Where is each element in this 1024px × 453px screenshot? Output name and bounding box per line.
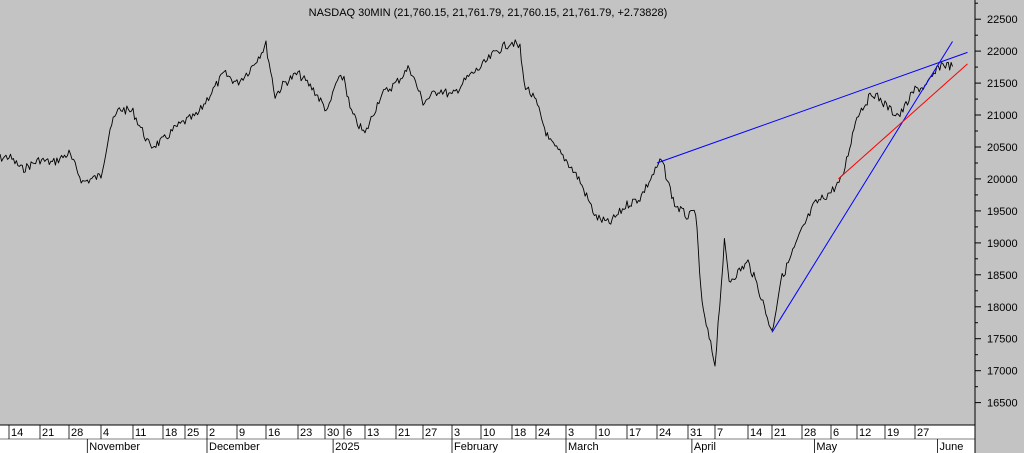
y-tick-label: 22500 [987, 14, 1018, 26]
x-day-tick-label: 10 [483, 427, 495, 439]
y-tick-label: 22000 [987, 46, 1018, 58]
x-period-tick-label: November [89, 441, 140, 453]
x-period-tick-label: March [568, 441, 599, 453]
x-day-tick-label: 16 [268, 427, 280, 439]
x-day-tick-label: 3 [568, 427, 574, 439]
x-day-tick-label: 21 [774, 427, 786, 439]
x-day-tick-label: 21 [398, 427, 410, 439]
y-tick-label: 17000 [987, 366, 1018, 378]
y-tick-label: 19500 [987, 206, 1018, 218]
x-day-tick-label: 27 [425, 427, 437, 439]
y-tick-label: 20500 [987, 142, 1018, 154]
x-day-tick-label: 19 [887, 427, 899, 439]
x-day-tick-label: 2 [209, 427, 215, 439]
x-day-tick-label: 10 [598, 427, 610, 439]
x-day-tick-label: 28 [71, 427, 83, 439]
x-period-tick-label: 2025 [335, 441, 359, 453]
y-axis: 16500 17000 17500 18000 18500 19000 19500 20000… [974, 0, 1018, 425]
chart-title: NASDAQ 30MIN (21,760.15, 21,761.79, 21,7… [309, 7, 668, 19]
y-tick-label: 18500 [987, 270, 1018, 282]
x-day-tick-label: 9 [239, 427, 245, 439]
trendline-1 [656, 51, 968, 164]
x-day-tick-label: 11 [135, 427, 146, 439]
trendline-3 [838, 63, 968, 180]
x-day-tick-label: 24 [538, 427, 550, 439]
x-day-tick-label: 27 [917, 427, 929, 439]
x-day-tick-label: 18 [514, 427, 526, 439]
x-day-tick-label: 12 [859, 427, 871, 439]
x-day-tick-label: 24 [659, 427, 671, 439]
x-day-tick-label: 18 [165, 427, 177, 439]
x-day-tick-label: 14 [11, 427, 23, 439]
y-tick-label: 21500 [987, 78, 1018, 90]
trendline-layer [656, 41, 968, 333]
x-period-tick-label: December [209, 441, 260, 453]
price-layer [0, 39, 953, 367]
x-day-tick-label: 7 [717, 427, 723, 439]
x-period-tick-label: May [816, 441, 837, 453]
x-day-tick-label: 4 [103, 427, 109, 439]
x-day-tick-label: 21 [42, 427, 54, 439]
x-period-tick-label: April [694, 441, 716, 453]
y-tick-label: 20000 [987, 174, 1018, 186]
x-day-tick-label: 23 [300, 427, 312, 439]
x-day-tick-label: 6 [833, 427, 839, 439]
x-period-tick-label: February [454, 441, 499, 453]
x-day-tick-label: 3 [454, 427, 460, 439]
x-day-tick-label: 30 [327, 427, 339, 439]
x-day-tick-label: 28 [804, 427, 816, 439]
y-tick-label: 21000 [987, 110, 1018, 122]
y-tick-label: 16500 [987, 398, 1018, 410]
x-day-tick-label: 6 [346, 427, 352, 439]
price-series-line [0, 39, 953, 367]
x-day-tick-label: 13 [367, 427, 379, 439]
x-period-tick-label: June [940, 441, 964, 453]
x-day-tick-label: 31 [690, 427, 702, 439]
y-tick-label: 19000 [987, 238, 1018, 250]
x-day-tick-label: 25 [187, 427, 199, 439]
x-axis: 14 21 28 4 11 18 25 2 9 16 23 30 6 13 21 27 3 10 18 24 3 10 17… [0, 424, 976, 453]
x-day-tick-label: 14 [750, 427, 762, 439]
y-tick-label: 18000 [987, 302, 1018, 314]
y-tick-label: 17500 [987, 334, 1018, 346]
trendline-2 [771, 41, 953, 333]
x-day-tick-label: 17 [629, 427, 641, 439]
